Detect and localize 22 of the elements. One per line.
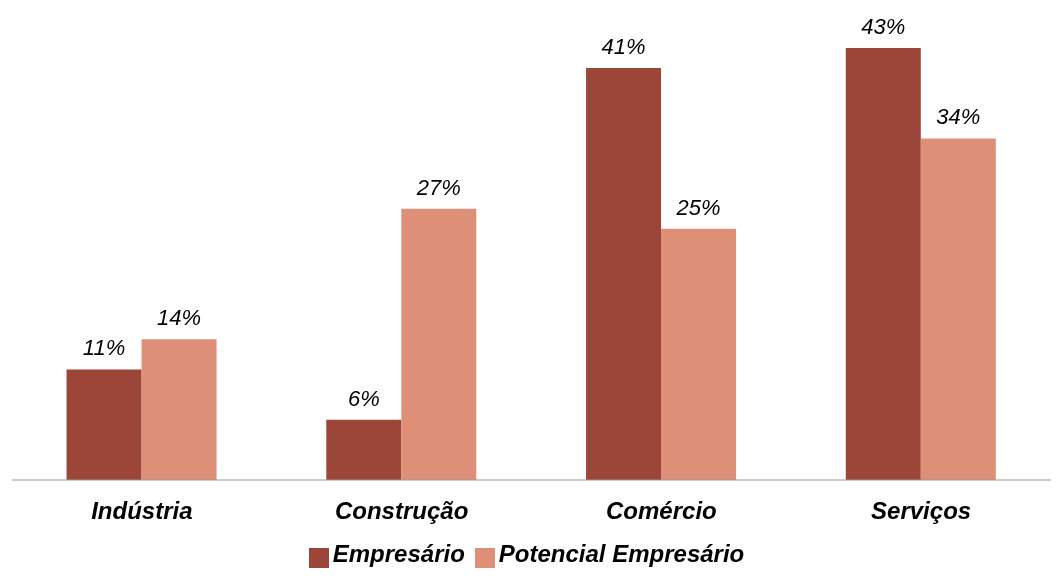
- bar: [845, 48, 921, 480]
- x-tick-label: Serviços: [871, 497, 972, 525]
- data-label: 6%: [347, 385, 380, 411]
- data-label: 41%: [601, 34, 646, 60]
- x-tick-label: Construção: [334, 497, 469, 525]
- data-label: 11%: [82, 335, 126, 361]
- data-label: 25%: [675, 194, 721, 220]
- legend-label: Empresário: [332, 540, 465, 567]
- bar: [401, 208, 477, 480]
- bar: [326, 419, 402, 480]
- bar: [661, 228, 737, 480]
- bar: [66, 369, 142, 480]
- legend-label: Potencial Empresário: [498, 540, 745, 567]
- x-tick-label: Indústria: [91, 497, 193, 525]
- data-label: 27%: [415, 174, 461, 200]
- data-label: 43%: [861, 14, 906, 39]
- bar: [141, 339, 217, 480]
- data-label: 14%: [157, 305, 202, 331]
- bar: [586, 68, 662, 480]
- bar: [920, 138, 996, 480]
- data-label: 34%: [936, 104, 981, 130]
- x-tick-label: Comércio: [606, 497, 717, 525]
